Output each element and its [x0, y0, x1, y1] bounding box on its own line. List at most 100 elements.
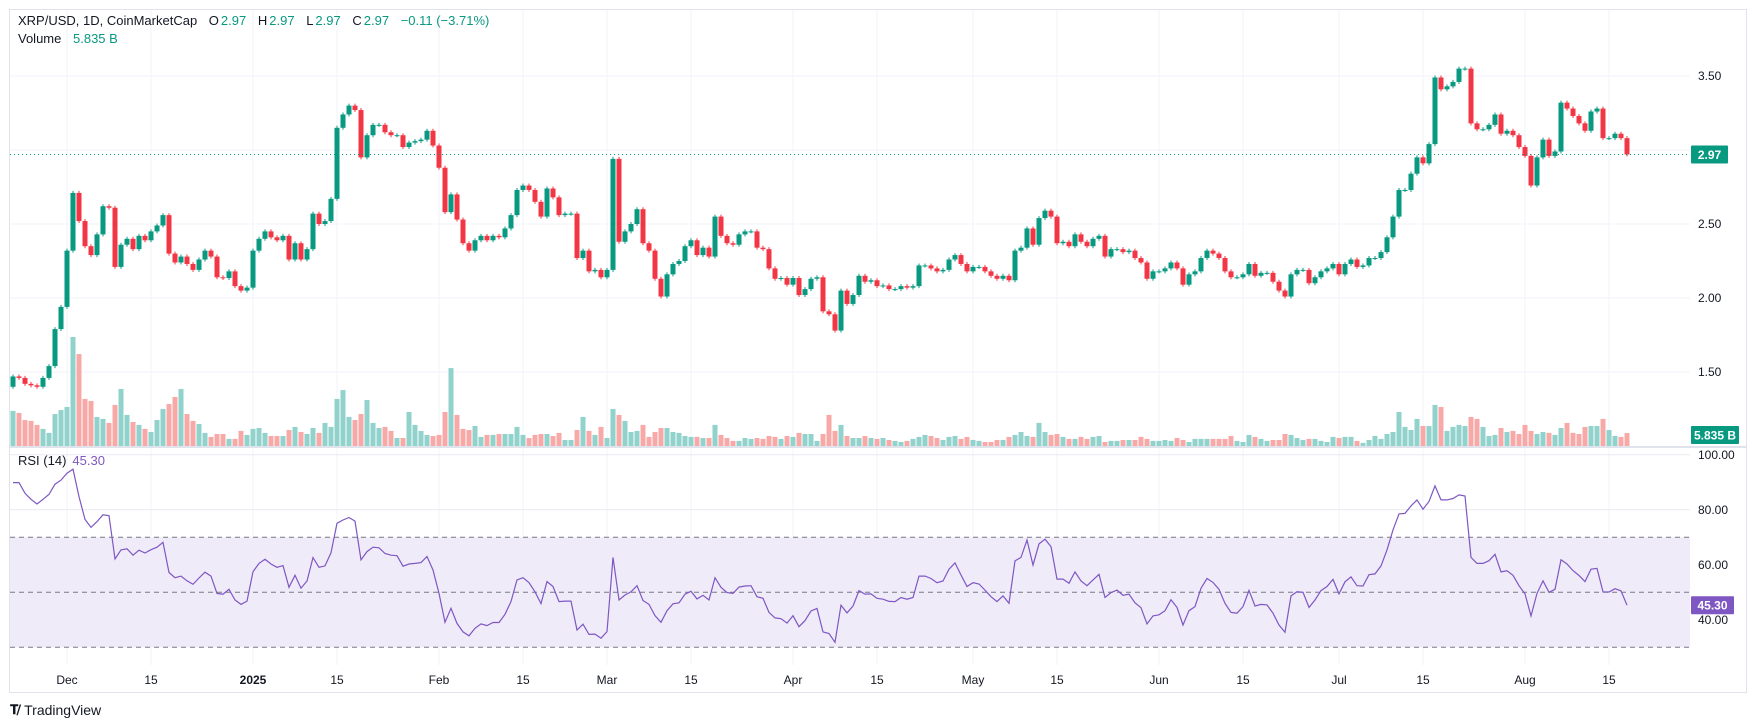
- volume-bar: [190, 420, 196, 446]
- candle: [250, 250, 256, 288]
- candle: [412, 141, 418, 143]
- volume-bar: [694, 436, 700, 446]
- volume-bar: [238, 430, 244, 446]
- candle: [1078, 234, 1084, 242]
- candle: [1210, 250, 1216, 254]
- volume-bar: [922, 434, 928, 446]
- axes[interactable]: Dec 15 2025 15 Feb 15 Mar 15 Apr 15 May 15 Jun 15 Jul 1…: [56, 69, 1735, 687]
- volume-bar: [1480, 426, 1486, 446]
- candle: [802, 289, 808, 296]
- volume-bar: [226, 438, 232, 446]
- volume-bar: [178, 388, 184, 446]
- high-value: 2.97: [269, 13, 295, 28]
- candle: [832, 314, 838, 331]
- candle: [1084, 241, 1090, 247]
- open-label: O: [208, 13, 219, 28]
- candle: [1234, 277, 1240, 279]
- volume-bar: [1516, 434, 1522, 446]
- volume-bar: [1264, 440, 1270, 446]
- candle: [898, 286, 904, 290]
- rsi-legend[interactable]: RSI (14) 45.30: [18, 453, 105, 468]
- candle: [1552, 151, 1558, 156]
- volume-bar: [172, 396, 178, 446]
- candle: [382, 124, 388, 133]
- volume-bar: [916, 436, 922, 446]
- candle: [1306, 269, 1312, 284]
- tradingview-logo[interactable]: 𝐓∕ TradingView: [10, 702, 101, 718]
- candle: [982, 266, 988, 272]
- candle: [40, 377, 46, 387]
- volume-bar: [100, 418, 106, 446]
- candle: [598, 269, 604, 278]
- candle: [580, 250, 586, 259]
- candle: [160, 215, 166, 226]
- candle: [130, 238, 136, 250]
- candle: [532, 189, 538, 202]
- close-value: 2.97: [363, 13, 390, 28]
- candle: [406, 142, 412, 148]
- volume-bar: [544, 434, 550, 446]
- volume-bar: [322, 422, 328, 446]
- candle: [742, 231, 748, 235]
- volume-bar: [328, 426, 334, 446]
- candle: [136, 235, 142, 250]
- volume-bar: [658, 428, 664, 446]
- low-value: 2.97: [315, 13, 341, 28]
- volume-bar: [490, 434, 496, 446]
- time-axis-label: 15: [1602, 673, 1616, 687]
- volume-bar: [202, 432, 208, 446]
- volume-bar: [412, 424, 418, 446]
- candle: [1318, 271, 1324, 278]
- volume-bar: [856, 438, 862, 446]
- candle: [142, 235, 148, 241]
- candle: [1054, 216, 1060, 244]
- volume-bar: [58, 410, 64, 446]
- volume-bar: [1054, 434, 1060, 446]
- candle: [1300, 269, 1306, 271]
- candle: [778, 278, 784, 280]
- volume-bar: [316, 432, 322, 446]
- volume-bar: [1156, 440, 1162, 446]
- candle: [976, 266, 982, 268]
- volume-bar: [148, 432, 154, 446]
- volume-bar: [484, 434, 490, 446]
- volume-bar: [292, 426, 298, 446]
- volume-bar: [946, 436, 952, 446]
- volume-bar: [1300, 440, 1306, 446]
- volume-legend[interactable]: Volume 5.835 B: [18, 31, 120, 46]
- volume-bar: [1168, 440, 1174, 446]
- candle: [1492, 114, 1498, 125]
- volume-bar: [754, 438, 760, 446]
- candle: [568, 213, 574, 215]
- candle: [1150, 271, 1156, 279]
- symbol-legend[interactable]: XRP/USD, 1D, CoinMarketCap O 2.97 H 2.97 L…: [18, 13, 491, 28]
- candle: [604, 269, 610, 278]
- volume-bar: [1552, 434, 1558, 446]
- volume-badge: [1691, 426, 1739, 444]
- volume-bar: [868, 438, 874, 446]
- high-label: H: [257, 13, 268, 28]
- candle: [1330, 263, 1336, 269]
- symbol-title[interactable]: XRP/USD, 1D, CoinMarketCap: [18, 13, 198, 28]
- open-value: 2.97: [220, 13, 247, 28]
- volume-bar: [406, 412, 412, 446]
- candle: [610, 158, 616, 270]
- candle: [1516, 135, 1522, 148]
- volume-bar: [1612, 436, 1618, 446]
- volume-bar: [1588, 426, 1594, 446]
- candle: [874, 280, 880, 287]
- candle: [958, 255, 964, 264]
- candle: [652, 250, 658, 279]
- volume-bar: [1216, 438, 1222, 446]
- candle: [928, 265, 934, 269]
- candle: [838, 290, 844, 331]
- candle: [1228, 271, 1234, 278]
- volume-bar: [556, 432, 562, 446]
- candle: [1174, 262, 1180, 269]
- volume-bar: [1450, 426, 1456, 446]
- candle: [310, 213, 316, 250]
- candle: [1420, 157, 1426, 164]
- volume-bar: [1282, 434, 1288, 446]
- candle: [520, 185, 526, 190]
